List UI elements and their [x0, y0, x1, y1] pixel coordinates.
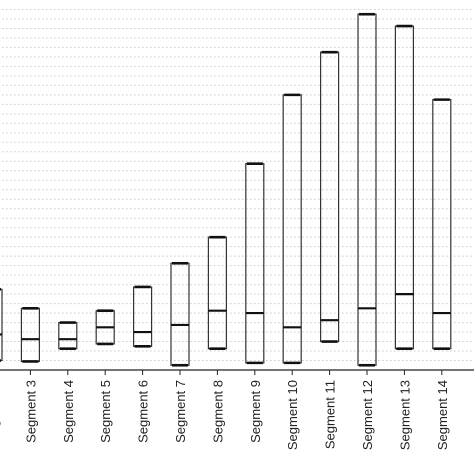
box-rect [20, 307, 40, 363]
box-rect [170, 262, 190, 366]
x-tick-label: Segment 7 [173, 380, 188, 443]
x-tick-label: Segment 2 [0, 380, 1, 443]
box-rect [133, 286, 153, 347]
grid-lines [0, 8, 474, 362]
box-item [170, 261, 190, 367]
box-item [207, 235, 227, 350]
x-tick-label: Segment 3 [23, 380, 38, 443]
x-tick-label: Segment 10 [285, 380, 300, 450]
box-rect [320, 51, 340, 343]
box-rect [432, 99, 452, 350]
box-item [95, 309, 115, 346]
x-tick-label: Segment 14 [435, 380, 450, 450]
x-tick-label: Segment 4 [61, 380, 76, 443]
x-axis [0, 369, 474, 375]
box-item [133, 285, 153, 348]
x-tick-label: Segment 9 [248, 380, 263, 443]
x-tick-labels: Segment 2 Segment 3 Segment 4 Segment 5 Segm… [0, 380, 450, 450]
box-item [394, 24, 414, 350]
box-item [320, 50, 340, 343]
x-tick-label: Segment 11 [323, 380, 338, 449]
box-item [20, 307, 40, 363]
x-tick-label: Segment 12 [360, 380, 375, 450]
box-item [245, 162, 265, 365]
box-item [58, 321, 78, 350]
x-tick-label: Segment 8 [210, 380, 225, 443]
box-item [0, 288, 3, 362]
box-item [357, 12, 377, 367]
box-rect [58, 321, 78, 350]
box-item [432, 98, 452, 350]
box-rect [0, 288, 3, 362]
x-tick-label: Segment 5 [98, 380, 113, 443]
x-tick-label: Segment 6 [136, 380, 151, 443]
box-item [282, 93, 302, 365]
x-tick-label: Segment 13 [397, 380, 412, 450]
box-rect [245, 163, 265, 364]
box-series [0, 12, 452, 367]
box-rect [394, 25, 414, 350]
